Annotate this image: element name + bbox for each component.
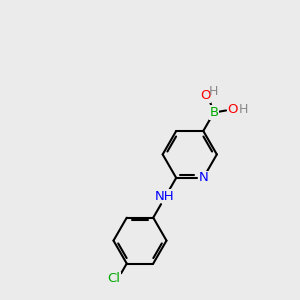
Text: B: B <box>209 106 218 119</box>
Text: N: N <box>198 171 208 184</box>
Text: H: H <box>238 103 248 116</box>
Text: Cl: Cl <box>107 272 120 285</box>
Text: NH: NH <box>155 190 175 203</box>
Text: H: H <box>208 85 218 98</box>
Text: O: O <box>200 89 211 103</box>
Text: O: O <box>227 103 238 116</box>
